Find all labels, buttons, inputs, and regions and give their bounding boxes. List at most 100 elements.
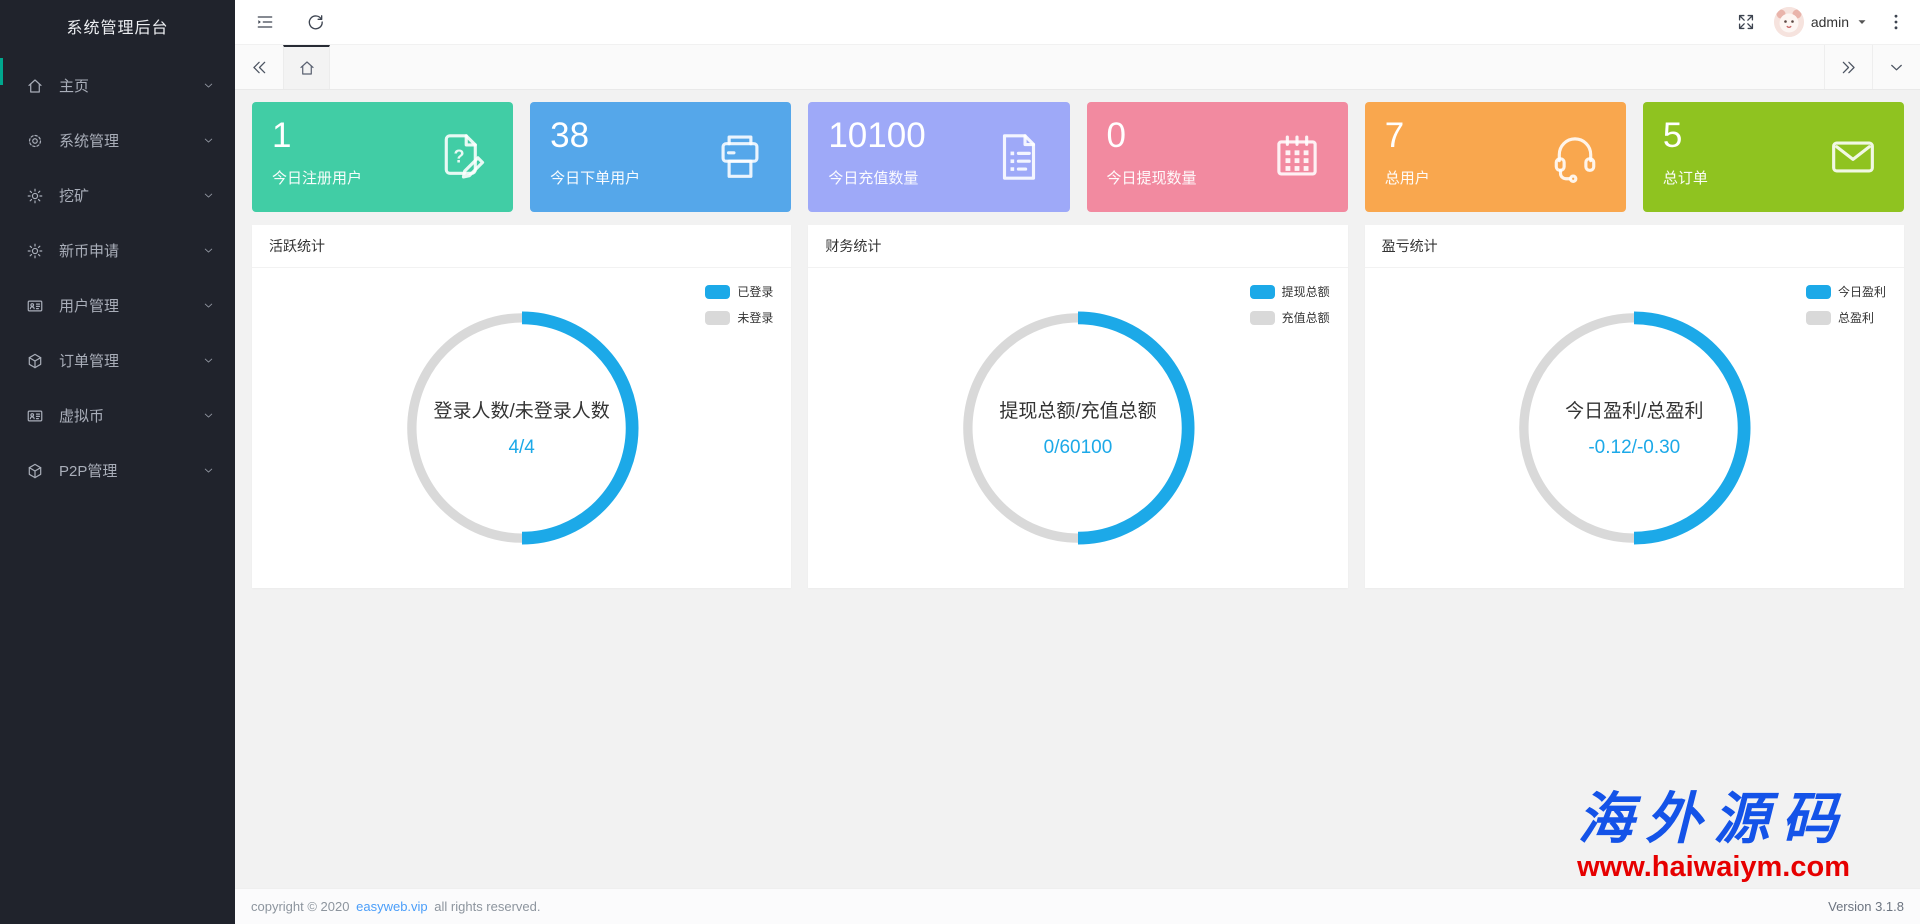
stat-card-value: 0 xyxy=(1106,116,1126,155)
chart-title: 活跃统计 xyxy=(252,225,792,268)
donut-center-label: 提现总额/充值总额 xyxy=(999,401,1157,422)
tab-home[interactable] xyxy=(283,45,330,89)
chevron-down-icon xyxy=(202,189,215,202)
chevron-down-icon xyxy=(202,299,215,312)
legend-swatch xyxy=(1249,284,1275,299)
footer-copyright: copyright © 2020 easyweb.vip all rights … xyxy=(251,899,544,914)
sidebar-item-label: 用户管理 xyxy=(59,298,120,315)
stat-card-label: 总用户 xyxy=(1384,169,1430,187)
sidebar-item-p2p[interactable]: P2P管理 xyxy=(0,443,235,498)
scroll-tabs-left-button[interactable] xyxy=(235,45,283,89)
envelope-icon xyxy=(1824,128,1882,186)
headset-icon xyxy=(1546,128,1604,186)
donut-chart: 提现总额/充值总额 0/60100 xyxy=(960,310,1196,546)
chevron-down-icon xyxy=(202,134,215,147)
sidebar-item-label: 虚拟币 xyxy=(59,408,105,425)
chevron-down-icon xyxy=(202,79,215,92)
file-edit-icon: ? xyxy=(433,128,491,186)
donut-center-label: 今日盈利/总盈利 xyxy=(1565,401,1704,422)
stat-card-today-registered-users[interactable]: 1 今日注册用户? xyxy=(252,102,514,212)
printer-icon xyxy=(711,128,769,186)
legend-item[interactable]: 充值总额 xyxy=(1249,309,1330,326)
main-area: admin 1 今日注册用户? 38 今日下单用户 10100 今日充值数量 0 今日提现数量… xyxy=(235,0,1920,924)
chart-panel-activity: 活跃统计 已登录 未登录 登录人数/未登录人数 4/4 xyxy=(252,225,792,588)
legend-label: 提现总额 xyxy=(1281,285,1330,299)
cube-icon xyxy=(26,462,44,480)
legend-item[interactable]: 提现总额 xyxy=(1249,283,1330,300)
refresh-icon[interactable] xyxy=(305,12,325,32)
stat-card-today-order-users[interactable]: 38 今日下单用户 xyxy=(530,102,792,212)
avatar xyxy=(1773,7,1804,37)
sidebar-item-users[interactable]: 用户管理 xyxy=(0,278,235,333)
home-icon xyxy=(26,77,44,95)
stat-card-total-orders[interactable]: 5 总订单 xyxy=(1642,102,1905,212)
caret-down-icon xyxy=(1856,16,1868,28)
legend-label: 充值总额 xyxy=(1281,311,1330,325)
stat-card-today-recharge-amount[interactable]: 10100 今日充值数量 xyxy=(808,102,1070,212)
donut-center-label: 登录人数/未登录人数 xyxy=(433,401,610,422)
topbar-left xyxy=(255,12,325,32)
sidebar-item-system[interactable]: 系统管理 xyxy=(0,113,235,168)
chevron-down-icon xyxy=(202,354,215,367)
legend-swatch xyxy=(1249,310,1275,325)
legend-swatch xyxy=(705,284,731,299)
legend-item[interactable]: 今日盈利 xyxy=(1805,283,1886,300)
topbar: admin xyxy=(235,0,1920,45)
chart-panel-finance: 财务统计 提现总额 充值总额 提现总额/充值总额 0/60100 xyxy=(808,225,1348,588)
sidebar-item-label: P2P管理 xyxy=(59,463,118,480)
sidebar-item-home[interactable]: 主页 xyxy=(0,58,235,113)
stat-card-label: 今日下单用户 xyxy=(550,169,641,187)
double-chevron-left-icon xyxy=(250,58,269,77)
sidebar: 系统管理后台 主页 系统管理挖矿新币申请用户管理订单管理虚拟币 P2P管理 xyxy=(0,0,235,924)
footer-version: Version 3.1.8 xyxy=(1828,899,1904,914)
donut-chart: 今日盈利/总盈利 -0.12/-0.30 xyxy=(1516,310,1752,546)
sidebar-item-orders[interactable]: 订单管理 xyxy=(0,333,235,388)
sidebar-item-vcoin[interactable]: 虚拟币 xyxy=(0,388,235,443)
stat-card-today-withdraw-amount[interactable]: 0 今日提现数量 xyxy=(1086,102,1348,212)
stat-card-label: 今日注册用户 xyxy=(272,169,363,187)
chart-body: 已登录 未登录 登录人数/未登录人数 4/4 xyxy=(252,268,791,587)
footer-link[interactable]: easyweb.vip xyxy=(356,899,428,914)
chart-legend: 已登录 未登录 xyxy=(705,283,773,326)
sidebar-item-newcoin[interactable]: 新币申请 xyxy=(0,223,235,278)
stat-cards-row: 1 今日注册用户? 38 今日下单用户 10100 今日充值数量 0 今日提现数量 7 总用户 5 总… xyxy=(252,102,1905,212)
sidebar-toggle-icon[interactable] xyxy=(255,12,275,32)
legend-item[interactable]: 已登录 xyxy=(705,283,773,300)
donut-center-text: 登录人数/未登录人数 4/4 xyxy=(404,310,640,546)
stat-card-label: 今日提现数量 xyxy=(1106,169,1197,187)
donut-center-text: 提现总额/充值总额 0/60100 xyxy=(960,310,1196,546)
legend-item[interactable]: 未登录 xyxy=(705,309,773,326)
tab-options-button[interactable] xyxy=(1872,45,1920,89)
double-chevron-right-icon xyxy=(1839,58,1858,77)
scroll-tabs-right-button[interactable] xyxy=(1824,45,1872,89)
legend-swatch xyxy=(1805,284,1831,299)
id-card-icon xyxy=(26,407,44,425)
sidebar-item-mining[interactable]: 挖矿 xyxy=(0,168,235,223)
legend-label: 未登录 xyxy=(737,311,774,325)
watermark-url: www.haiwaiym.com xyxy=(1577,851,1850,883)
chevron-down-icon xyxy=(202,409,215,422)
more-menu-icon[interactable] xyxy=(1886,12,1906,32)
watermark: 海外源码 www.haiwaiym.com xyxy=(1577,791,1850,882)
cog-icon xyxy=(26,187,44,205)
fullscreen-icon[interactable] xyxy=(1736,12,1756,32)
gear-icon xyxy=(26,132,44,150)
chart-legend: 今日盈利 总盈利 xyxy=(1805,283,1886,326)
legend-label: 总盈利 xyxy=(1837,311,1874,325)
svg-text:?: ? xyxy=(454,146,465,166)
donut-chart: 登录人数/未登录人数 4/4 xyxy=(404,310,640,546)
legend-label: 今日盈利 xyxy=(1837,285,1886,299)
stat-card-value: 10100 xyxy=(828,116,926,155)
tabbar xyxy=(235,45,1920,90)
sidebar-item-label: 挖矿 xyxy=(59,188,90,205)
active-indicator xyxy=(0,58,3,85)
chart-body: 提现总额充值总额 提现总额/充值总额 0/60100 xyxy=(808,268,1347,587)
stat-card-value: 1 xyxy=(272,116,292,155)
stat-card-total-users[interactable]: 7 总用户 xyxy=(1364,102,1626,212)
legend-label: 已登录 xyxy=(737,285,774,299)
content: 1 今日注册用户? 38 今日下单用户 10100 今日充值数量 0 今日提现数量 7 总用户 5 总… xyxy=(235,90,1920,888)
user-menu[interactable]: admin xyxy=(1773,7,1868,37)
app-title: 系统管理后台 xyxy=(66,20,169,37)
legend-item[interactable]: 总盈利 xyxy=(1805,309,1886,326)
chart-panel-profit: 盈亏统计 今日盈利 总盈利 今日盈利/总盈利 -0.12/-0.30 xyxy=(1364,225,1904,588)
